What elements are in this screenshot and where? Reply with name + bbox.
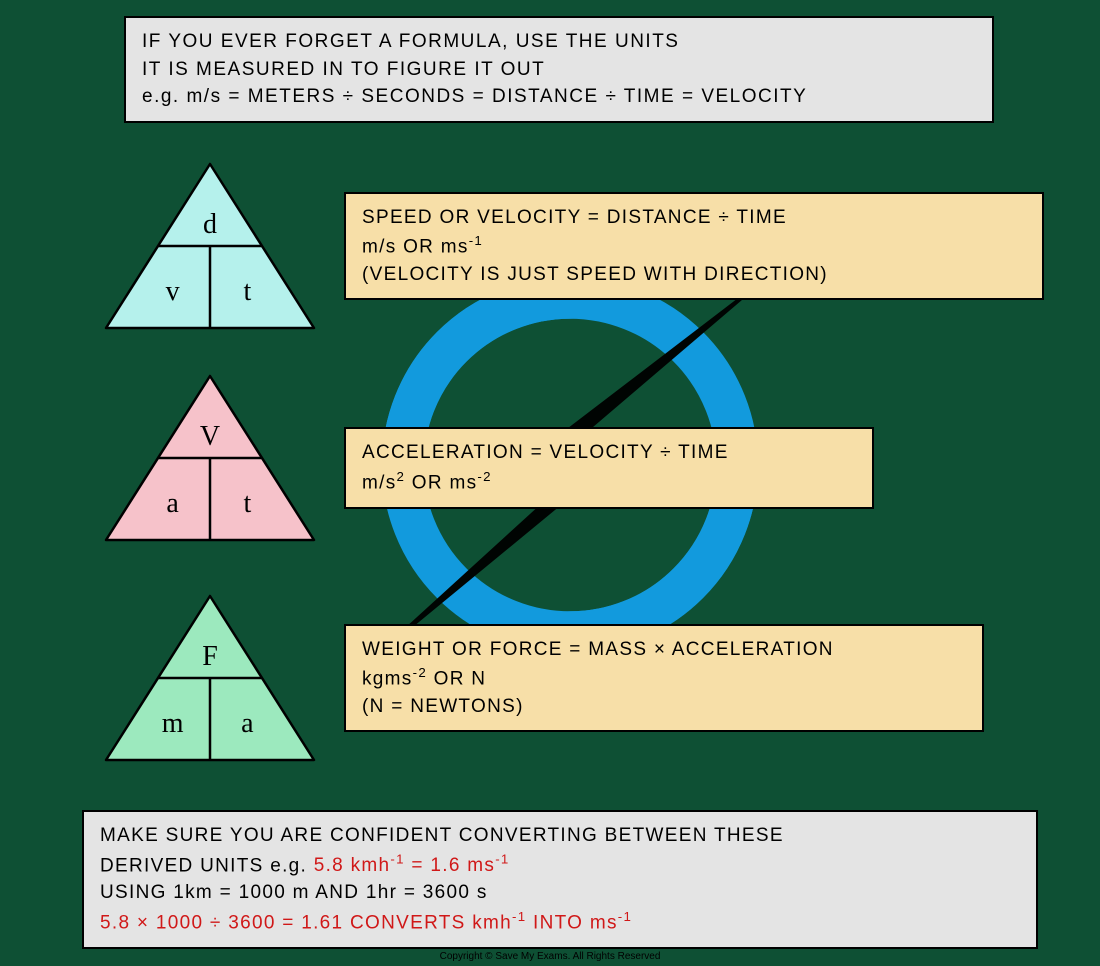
triangle1-br: t xyxy=(227,276,267,308)
triangle-velocity: d v t xyxy=(100,158,320,334)
desc2-line1: ACCELERATION = VELOCITY ÷ TIME xyxy=(362,439,856,467)
triangle-force: F m a xyxy=(100,590,320,766)
desc1-line3: (VELOCITY IS JUST SPEED WITH DIRECTION) xyxy=(362,261,1026,289)
desc-box-acceleration: ACCELERATION = VELOCITY ÷ TIME m/s2 OR m… xyxy=(344,427,874,508)
desc3-line3: (N = NEWTONS) xyxy=(362,693,966,721)
triangle3-bl: m xyxy=(153,708,193,740)
desc2-line2: m/s2 OR ms-2 xyxy=(362,467,856,497)
triangle-acceleration: V a t xyxy=(100,370,320,546)
bottom-conversion-box: MAKE SURE YOU ARE CONFIDENT CONVERTING B… xyxy=(82,810,1038,949)
formula-row-velocity: d v t SPEED OR VELOCITY = DISTANCE ÷ TIM… xyxy=(100,158,1040,334)
triangle3-br: a xyxy=(227,708,267,740)
bottom-line2b: 5.8 kmh-1 = 1.6 ms-1 xyxy=(314,855,510,876)
desc1-line2: m/s OR ms-1 xyxy=(362,231,1026,261)
copyright-text: Copyright © Save My Exams. All Rights Re… xyxy=(0,951,1100,962)
desc-box-force: WEIGHT OR FORCE = MASS × ACCELERATION kg… xyxy=(344,624,984,733)
bottom-line2: DERIVED UNITS e.g. 5.8 kmh-1 = 1.6 ms-1 xyxy=(100,850,1020,880)
bottom-line3: USING 1km = 1000 m AND 1hr = 3600 s xyxy=(100,879,1020,907)
triangle1-bl: v xyxy=(153,276,193,308)
bottom-line2a: DERIVED UNITS e.g. xyxy=(100,855,314,876)
top-tip-box: IF YOU EVER FORGET A FORMULA, USE THE UN… xyxy=(124,16,994,123)
desc1-line1: SPEED OR VELOCITY = DISTANCE ÷ TIME xyxy=(362,204,1026,232)
bottom-line1: MAKE SURE YOU ARE CONFIDENT CONVERTING B… xyxy=(100,822,1020,850)
triangle1-top: d xyxy=(190,209,230,241)
top-box-line3: e.g. m/s = METERS ÷ SECONDS = DISTANCE ÷… xyxy=(142,83,976,111)
formula-row-acceleration: V a t ACCELERATION = VELOCITY ÷ TIME m/s… xyxy=(100,370,1040,546)
desc-box-velocity: SPEED OR VELOCITY = DISTANCE ÷ TIME m/s … xyxy=(344,192,1044,301)
desc3-line2: kgms-2 OR N xyxy=(362,663,966,693)
top-box-line2: IT IS MEASURED IN TO FIGURE IT OUT xyxy=(142,56,976,84)
triangle2-bl: a xyxy=(153,488,193,520)
bottom-line4: 5.8 × 1000 ÷ 3600 = 1.61 CONVERTS kmh-1 … xyxy=(100,907,1020,937)
top-box-line1: IF YOU EVER FORGET A FORMULA, USE THE UN… xyxy=(142,28,976,56)
desc3-line1: WEIGHT OR FORCE = MASS × ACCELERATION xyxy=(362,636,966,664)
triangle3-top: F xyxy=(190,641,230,673)
formula-row-force: F m a WEIGHT OR FORCE = MASS × ACCELERAT… xyxy=(100,590,1040,766)
triangle2-top: V xyxy=(190,421,230,453)
triangle2-br: t xyxy=(227,488,267,520)
